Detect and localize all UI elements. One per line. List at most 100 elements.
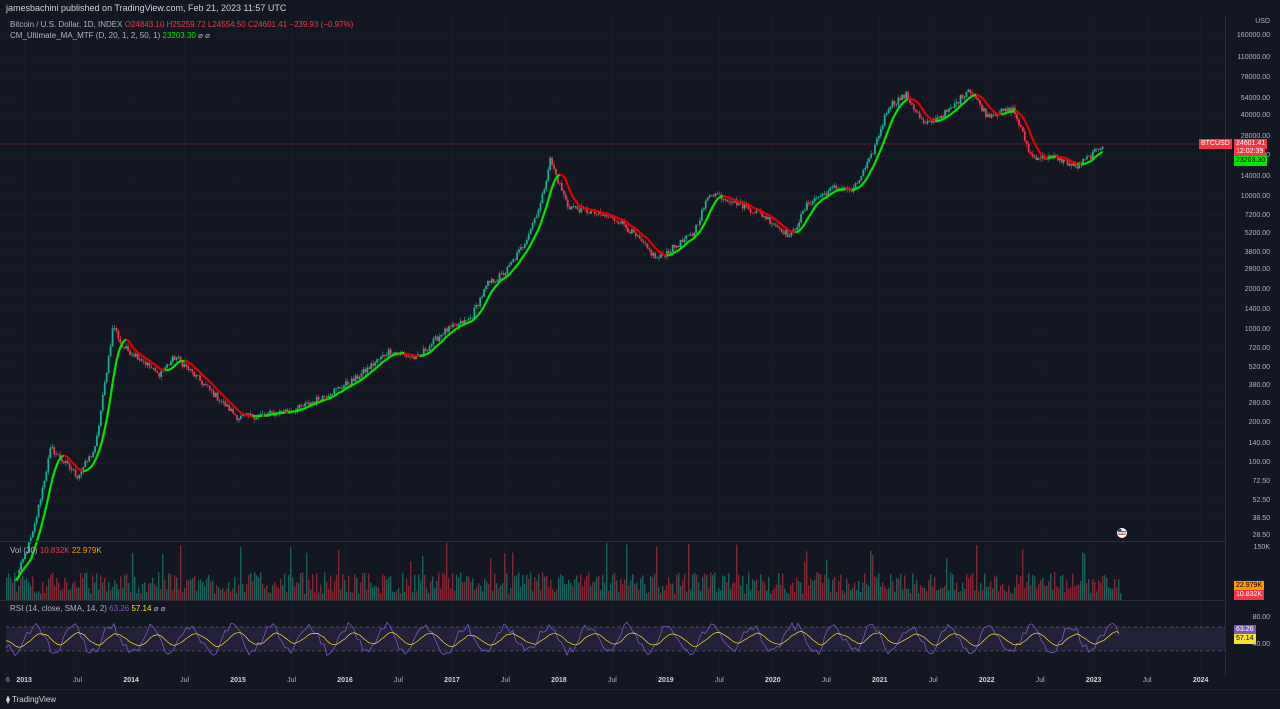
visibility-icon[interactable]: ⌀ ⌀ [198, 31, 210, 40]
volume-bar [730, 589, 731, 600]
ma-segment [521, 257, 523, 260]
candle [337, 387, 339, 388]
candle [565, 194, 567, 199]
ma-segment [383, 361, 385, 362]
candle [790, 232, 792, 235]
ma-segment [696, 234, 698, 236]
candle [627, 228, 629, 232]
ma-segment [957, 108, 959, 109]
candle [639, 235, 641, 238]
volume-label: Vol (30) [10, 546, 38, 555]
volume-bar [650, 576, 651, 600]
volume-bar [266, 585, 267, 600]
volume-bar [556, 590, 557, 600]
candle [868, 158, 870, 162]
volume-bar [30, 586, 31, 600]
volume-bar [398, 588, 399, 600]
candle [378, 359, 380, 360]
candle [1086, 156, 1088, 159]
candle [44, 481, 46, 488]
ma-segment [218, 390, 220, 392]
volume-bar [1052, 590, 1053, 600]
candle [940, 116, 942, 118]
ma-segment [387, 358, 389, 360]
ma-segment [1099, 153, 1101, 154]
volume-bar [1064, 592, 1065, 600]
candle [271, 411, 273, 412]
candle [119, 339, 121, 343]
volume-bar [332, 591, 333, 600]
volume-bar [638, 589, 639, 600]
candle [228, 405, 230, 411]
time-tick: 2022 [979, 677, 995, 684]
volume-bar [526, 575, 527, 600]
volume-bar [1028, 573, 1029, 600]
price-tick: 720.00 [1249, 345, 1270, 352]
ma-segment [340, 391, 342, 392]
ma-segment [41, 522, 43, 529]
ma-segment [922, 108, 924, 112]
volume-bar [926, 591, 927, 600]
ma-segment [46, 497, 48, 506]
ma-segment [140, 354, 142, 355]
us-flag-icon[interactable] [1117, 528, 1127, 538]
volume-bar [994, 575, 995, 600]
volume-bar [706, 575, 707, 600]
candle [160, 371, 162, 377]
candle [456, 325, 458, 326]
ma-segment [661, 253, 663, 254]
candle [966, 92, 968, 97]
volume-bar [64, 578, 65, 600]
volume-bar [516, 575, 517, 600]
volume-bar [362, 573, 363, 600]
symbol-label: Bitcoin / U.S. Dollar, 1D, INDEX [10, 20, 122, 29]
volume-bar [510, 588, 511, 600]
volume-bar [740, 586, 741, 600]
pane-separator[interactable] [0, 600, 1225, 601]
volume-bar [686, 592, 687, 600]
volume-bar [632, 574, 633, 600]
ma-segment [142, 355, 144, 357]
volume-bar [26, 578, 27, 600]
volume-bar [902, 589, 903, 600]
volume-bar [310, 589, 311, 600]
candle [818, 197, 820, 198]
volume-bar [116, 584, 117, 600]
ma-segment [1017, 111, 1019, 113]
volume-bar [138, 587, 139, 600]
ma-segment [663, 254, 665, 255]
candle [921, 118, 923, 120]
volume-bar [384, 576, 385, 600]
candle [102, 395, 104, 411]
volume-bar [360, 582, 361, 600]
volume-bar [108, 582, 109, 600]
chart-canvas[interactable] [0, 16, 1225, 676]
candle [324, 396, 326, 397]
price-tick: 7200.00 [1245, 212, 1270, 219]
ma-segment [856, 188, 858, 189]
candle [172, 356, 174, 361]
candle [763, 216, 765, 217]
ma-segment [859, 185, 861, 187]
volume-bar [1022, 549, 1023, 600]
volume-bar [158, 572, 159, 600]
tradingview-logo[interactable]: ⧫ TradingView [6, 695, 56, 704]
ma-segment [315, 403, 317, 404]
ma-segment [113, 372, 115, 384]
volume-bar [538, 574, 539, 600]
visibility-icon[interactable]: ⌀ ⌀ [154, 604, 166, 613]
volume-bar [444, 574, 445, 600]
ma-segment [457, 327, 459, 328]
ma-segment [323, 400, 325, 401]
ma-segment [558, 175, 560, 176]
pane-separator[interactable] [0, 541, 1225, 542]
candle [948, 109, 950, 112]
ma-segment [474, 317, 476, 319]
volume-bar [414, 575, 415, 600]
candle [602, 214, 604, 216]
chart-area[interactable]: Bitcoin / U.S. Dollar, 1D, INDEX O24843.… [0, 16, 1226, 676]
candle [938, 117, 940, 118]
volume-bar [432, 576, 433, 600]
candle [534, 218, 536, 223]
